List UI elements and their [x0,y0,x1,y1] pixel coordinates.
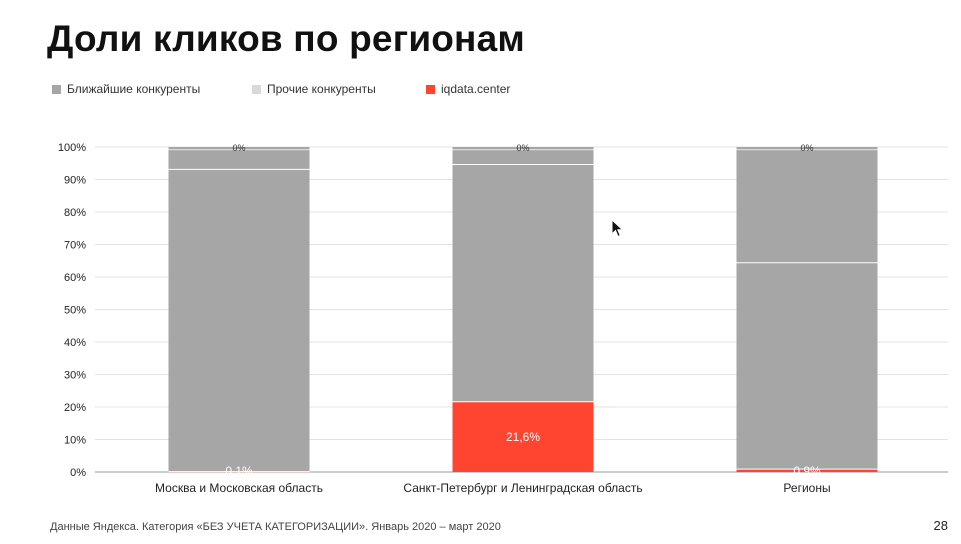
y-tick-label: 60% [64,272,86,284]
data-label-top: 0% [232,143,245,153]
data-label-top: 0% [516,143,529,153]
data-label-iqdata: 0,9% [793,464,821,478]
bar-segment [736,262,878,470]
bar-segment [168,147,310,170]
legend-item-iqdata: iqdata.center [426,82,510,96]
y-tick-label: 30% [64,370,86,382]
legend-item-other-competitors: Прочие конкуренты [252,82,376,96]
legend-item-nearest-competitors: Ближайшие конкуренты [52,82,200,96]
bar-segment [452,147,594,165]
y-tick-label: 90% [64,175,86,187]
page-number: 28 [933,518,948,533]
legend-swatch [426,84,435,94]
x-category-label: Регионы [783,481,830,495]
bar-segment [168,169,310,472]
bar-segment [736,147,878,263]
y-tick-label: 20% [64,402,86,414]
legend-label: iqdata.center [441,82,511,96]
y-tick-label: 100% [58,142,86,154]
y-tick-label: 80% [64,207,86,219]
data-label-top: 0% [800,143,813,153]
y-tick-label: 0% [70,467,86,479]
bar-segment [736,469,878,472]
x-category-label: Санкт-Петербург и Ленинградская область [403,481,642,495]
page-title: Доли кликов по регионам [47,18,525,59]
legend-label: Прочие конкуренты [267,82,376,96]
data-label-iqdata: 21,6% [506,430,540,444]
bar-segment [452,401,594,472]
legend-label: Ближайшие конкуренты [67,82,201,96]
bar-segment [452,164,594,402]
mouse-pointer-icon [611,219,624,238]
y-tick-label: 50% [64,305,86,317]
legend-swatch [52,84,61,94]
data-label-iqdata: 0,1% [225,464,253,478]
legend-swatch [252,84,261,94]
y-tick-label: 10% [64,435,86,447]
y-tick-label: 40% [64,337,86,349]
x-category-label: Москва и Московская область [155,481,323,495]
y-tick-label: 70% [64,240,86,252]
footer-note: Данные Яндекса. Категория «БЕЗ УЧЕТА КАТ… [50,521,501,533]
